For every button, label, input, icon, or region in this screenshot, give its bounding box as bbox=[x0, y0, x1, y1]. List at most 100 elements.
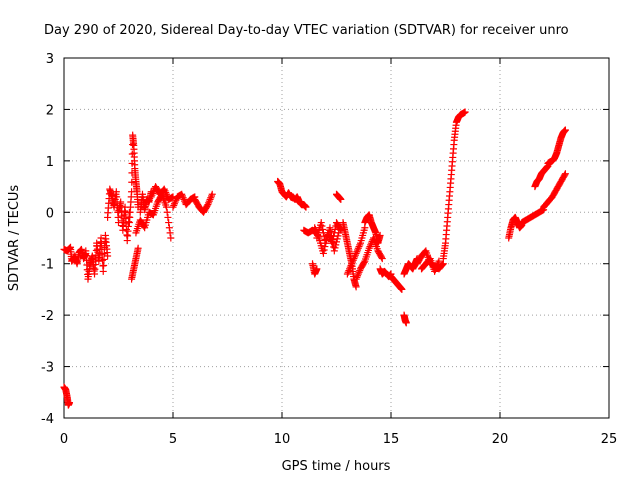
data-point bbox=[337, 195, 345, 203]
data-point bbox=[170, 201, 178, 209]
data-point bbox=[348, 258, 356, 266]
data-point bbox=[355, 243, 363, 251]
data-point bbox=[208, 190, 216, 198]
data-point bbox=[349, 256, 357, 264]
data-point bbox=[402, 319, 410, 327]
x-tick-label: 5 bbox=[169, 432, 177, 447]
data-point bbox=[170, 200, 178, 208]
x-tick-label: 0 bbox=[60, 432, 68, 447]
y-tick-label: -2 bbox=[41, 309, 54, 324]
data-point bbox=[345, 267, 353, 275]
y-tick-label: 1 bbox=[46, 155, 54, 170]
data-point bbox=[161, 187, 169, 195]
data-point bbox=[204, 201, 212, 209]
data-point bbox=[346, 263, 354, 271]
data-point bbox=[353, 248, 361, 256]
data-point bbox=[140, 222, 148, 230]
data-point bbox=[354, 272, 362, 280]
data-point bbox=[352, 249, 360, 257]
data-point bbox=[561, 170, 569, 178]
data-point bbox=[104, 252, 112, 260]
data-point bbox=[99, 267, 107, 275]
data-point bbox=[100, 255, 108, 263]
data-point bbox=[434, 259, 442, 267]
data-point bbox=[148, 191, 156, 199]
data-point bbox=[320, 246, 328, 254]
data-point bbox=[353, 273, 361, 281]
data-point bbox=[331, 244, 339, 252]
data-point bbox=[326, 224, 334, 232]
data-point bbox=[327, 231, 335, 239]
data-point bbox=[171, 198, 179, 206]
data-point bbox=[169, 203, 177, 211]
data-point bbox=[376, 231, 384, 239]
data-point bbox=[561, 126, 569, 134]
data-point bbox=[172, 196, 180, 204]
data-point bbox=[332, 241, 340, 249]
y-axis-label: SDTVAR / TECUs bbox=[7, 185, 22, 292]
data-point bbox=[167, 234, 175, 242]
data-point bbox=[352, 275, 360, 283]
data-point bbox=[128, 178, 136, 186]
data-point bbox=[431, 267, 439, 275]
data-point bbox=[378, 255, 386, 263]
data-point bbox=[434, 261, 442, 269]
data-point bbox=[160, 185, 168, 193]
data-point bbox=[461, 108, 469, 116]
data-point bbox=[65, 399, 73, 407]
data-point bbox=[354, 270, 362, 278]
x-tick-label: 15 bbox=[383, 432, 400, 447]
data-point bbox=[207, 194, 215, 202]
data-point bbox=[348, 260, 356, 268]
data-point bbox=[164, 213, 172, 221]
data-point bbox=[355, 268, 363, 276]
y-tick-label: 2 bbox=[46, 103, 54, 118]
grid-lines bbox=[64, 58, 609, 418]
data-point bbox=[162, 189, 170, 197]
data-point bbox=[360, 258, 368, 266]
data-point bbox=[365, 244, 373, 252]
data-point bbox=[433, 262, 441, 270]
data-point bbox=[179, 194, 187, 202]
data-points bbox=[60, 108, 569, 409]
data-point bbox=[162, 203, 170, 211]
data-point bbox=[356, 267, 364, 275]
data-point bbox=[302, 203, 310, 211]
data-point bbox=[333, 238, 340, 246]
data-point bbox=[398, 285, 406, 293]
x-tick-label: 20 bbox=[492, 432, 509, 447]
data-point bbox=[438, 261, 446, 269]
data-point bbox=[319, 225, 327, 233]
data-point bbox=[344, 268, 352, 276]
y-tick-label: 0 bbox=[46, 206, 54, 221]
data-point bbox=[162, 190, 170, 198]
data-point bbox=[352, 283, 360, 291]
data-point bbox=[208, 192, 216, 200]
data-point bbox=[435, 257, 443, 265]
data-point bbox=[356, 241, 364, 249]
data-point bbox=[149, 189, 157, 197]
data-point bbox=[333, 235, 341, 243]
data-point bbox=[205, 197, 213, 205]
data-point bbox=[134, 244, 142, 252]
data-point bbox=[346, 265, 354, 273]
data-point bbox=[166, 229, 174, 237]
data-point bbox=[317, 219, 325, 227]
data-point bbox=[432, 264, 440, 272]
data-point bbox=[327, 228, 335, 236]
x-axis-label: GPS time / hours bbox=[282, 459, 391, 474]
data-point bbox=[351, 251, 359, 259]
data-point bbox=[347, 261, 355, 269]
y-tick-label: -3 bbox=[41, 361, 54, 376]
data-point bbox=[313, 265, 321, 273]
data-point bbox=[351, 253, 359, 261]
x-tick-label: 25 bbox=[601, 432, 618, 447]
data-point bbox=[561, 171, 569, 179]
data-point bbox=[165, 224, 173, 232]
data-point bbox=[334, 232, 342, 240]
data-point bbox=[205, 199, 213, 207]
data-point bbox=[354, 244, 362, 252]
data-point bbox=[350, 255, 358, 263]
y-tick-label: 3 bbox=[46, 52, 54, 67]
